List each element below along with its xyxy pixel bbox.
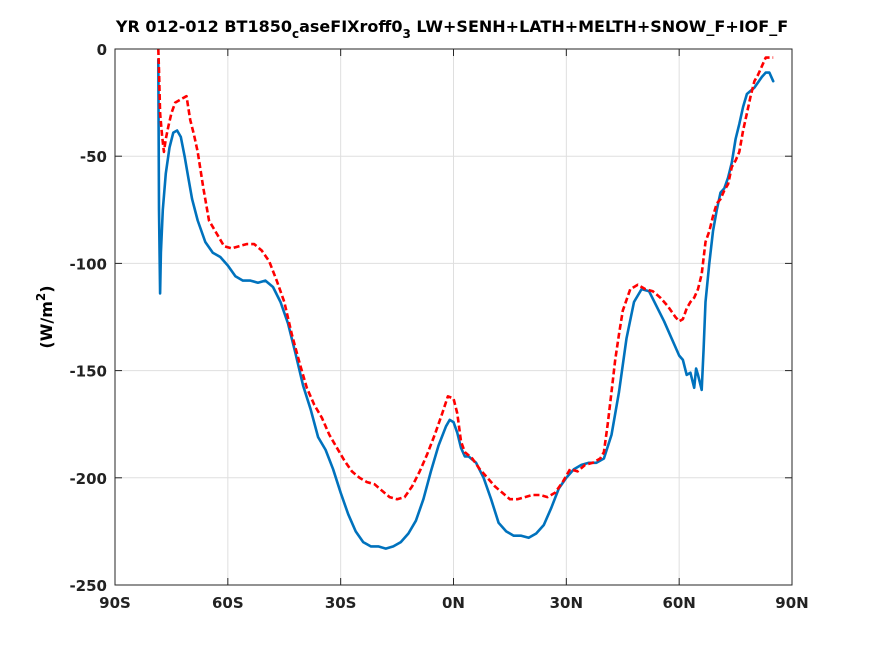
y-tick-label: -100 (69, 255, 107, 273)
y-tick-label: -150 (69, 363, 107, 381)
chart-title-part1: YR 012-012 BT1850 (115, 17, 292, 36)
y-tick-labels: -250 -200 -150 -100 -50 0 (69, 41, 107, 595)
series-line-2 (157, 48, 774, 501)
axis-ticks (114, 48, 793, 586)
x-tick-label: 90S (99, 594, 131, 612)
chart-title-part2: aseFIXroff0 (299, 17, 402, 36)
grid-lines (114, 48, 793, 586)
chart-title: YR 012-012 BT1850caseFIXroff03 LW+SENH+L… (115, 17, 788, 41)
x-tick-label: 60N (662, 594, 695, 612)
y-axis-label-main: (W/m (37, 301, 56, 348)
x-tick-label: 30S (325, 594, 357, 612)
y-tick-label: 0 (97, 41, 107, 59)
x-tick-label: 0N (442, 594, 465, 612)
y-axis-label: (W/m2) (34, 285, 56, 348)
y-tick-label: -200 (69, 470, 107, 488)
series-line-1 (157, 58, 775, 550)
chart-title-sub1: c (292, 27, 299, 41)
x-tick-label: 90N (775, 594, 808, 612)
y-tick-label: -50 (80, 148, 107, 166)
x-tick-labels: 90S 60S 30S 0N 30N 60N 90N (99, 594, 809, 612)
chart-title-part3: LW+SENH+LATH+MELTH+SNOW_F+IOF_F (411, 17, 788, 36)
y-axis-label-close: ) (37, 285, 56, 292)
chart-title-sub2: 3 (402, 27, 410, 41)
y-axis-label-sup: 2 (34, 293, 48, 301)
x-tick-label: 60S (212, 594, 244, 612)
y-tick-label: -250 (69, 577, 107, 595)
x-tick-label: 30N (550, 594, 583, 612)
data-series (157, 48, 775, 550)
